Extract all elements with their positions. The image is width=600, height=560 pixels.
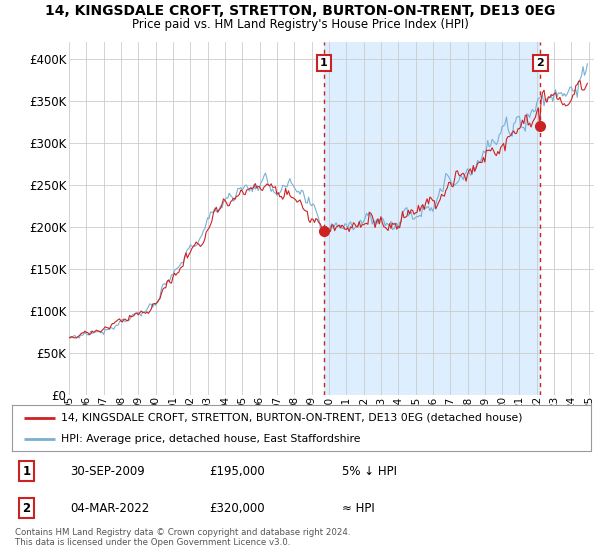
Text: 2: 2 [536,58,544,68]
Text: 30-SEP-2009: 30-SEP-2009 [70,465,145,478]
Text: 2: 2 [22,502,31,515]
Text: 04-MAR-2022: 04-MAR-2022 [70,502,149,515]
Text: £320,000: £320,000 [209,502,265,515]
Text: 14, KINGSDALE CROFT, STRETTON, BURTON-ON-TRENT, DE13 0EG (detached house): 14, KINGSDALE CROFT, STRETTON, BURTON-ON… [61,413,523,423]
Text: £195,000: £195,000 [209,465,265,478]
Text: 1: 1 [22,465,31,478]
Text: 5% ↓ HPI: 5% ↓ HPI [342,465,397,478]
Text: ≈ HPI: ≈ HPI [342,502,375,515]
Text: Price paid vs. HM Land Registry's House Price Index (HPI): Price paid vs. HM Land Registry's House … [131,18,469,31]
Text: 14, KINGSDALE CROFT, STRETTON, BURTON-ON-TRENT, DE13 0EG: 14, KINGSDALE CROFT, STRETTON, BURTON-ON… [45,4,555,18]
Text: 1: 1 [320,58,328,68]
Text: Contains HM Land Registry data © Crown copyright and database right 2024.
This d: Contains HM Land Registry data © Crown c… [15,528,350,547]
Text: HPI: Average price, detached house, East Staffordshire: HPI: Average price, detached house, East… [61,435,361,444]
Bar [324,42,541,395]
